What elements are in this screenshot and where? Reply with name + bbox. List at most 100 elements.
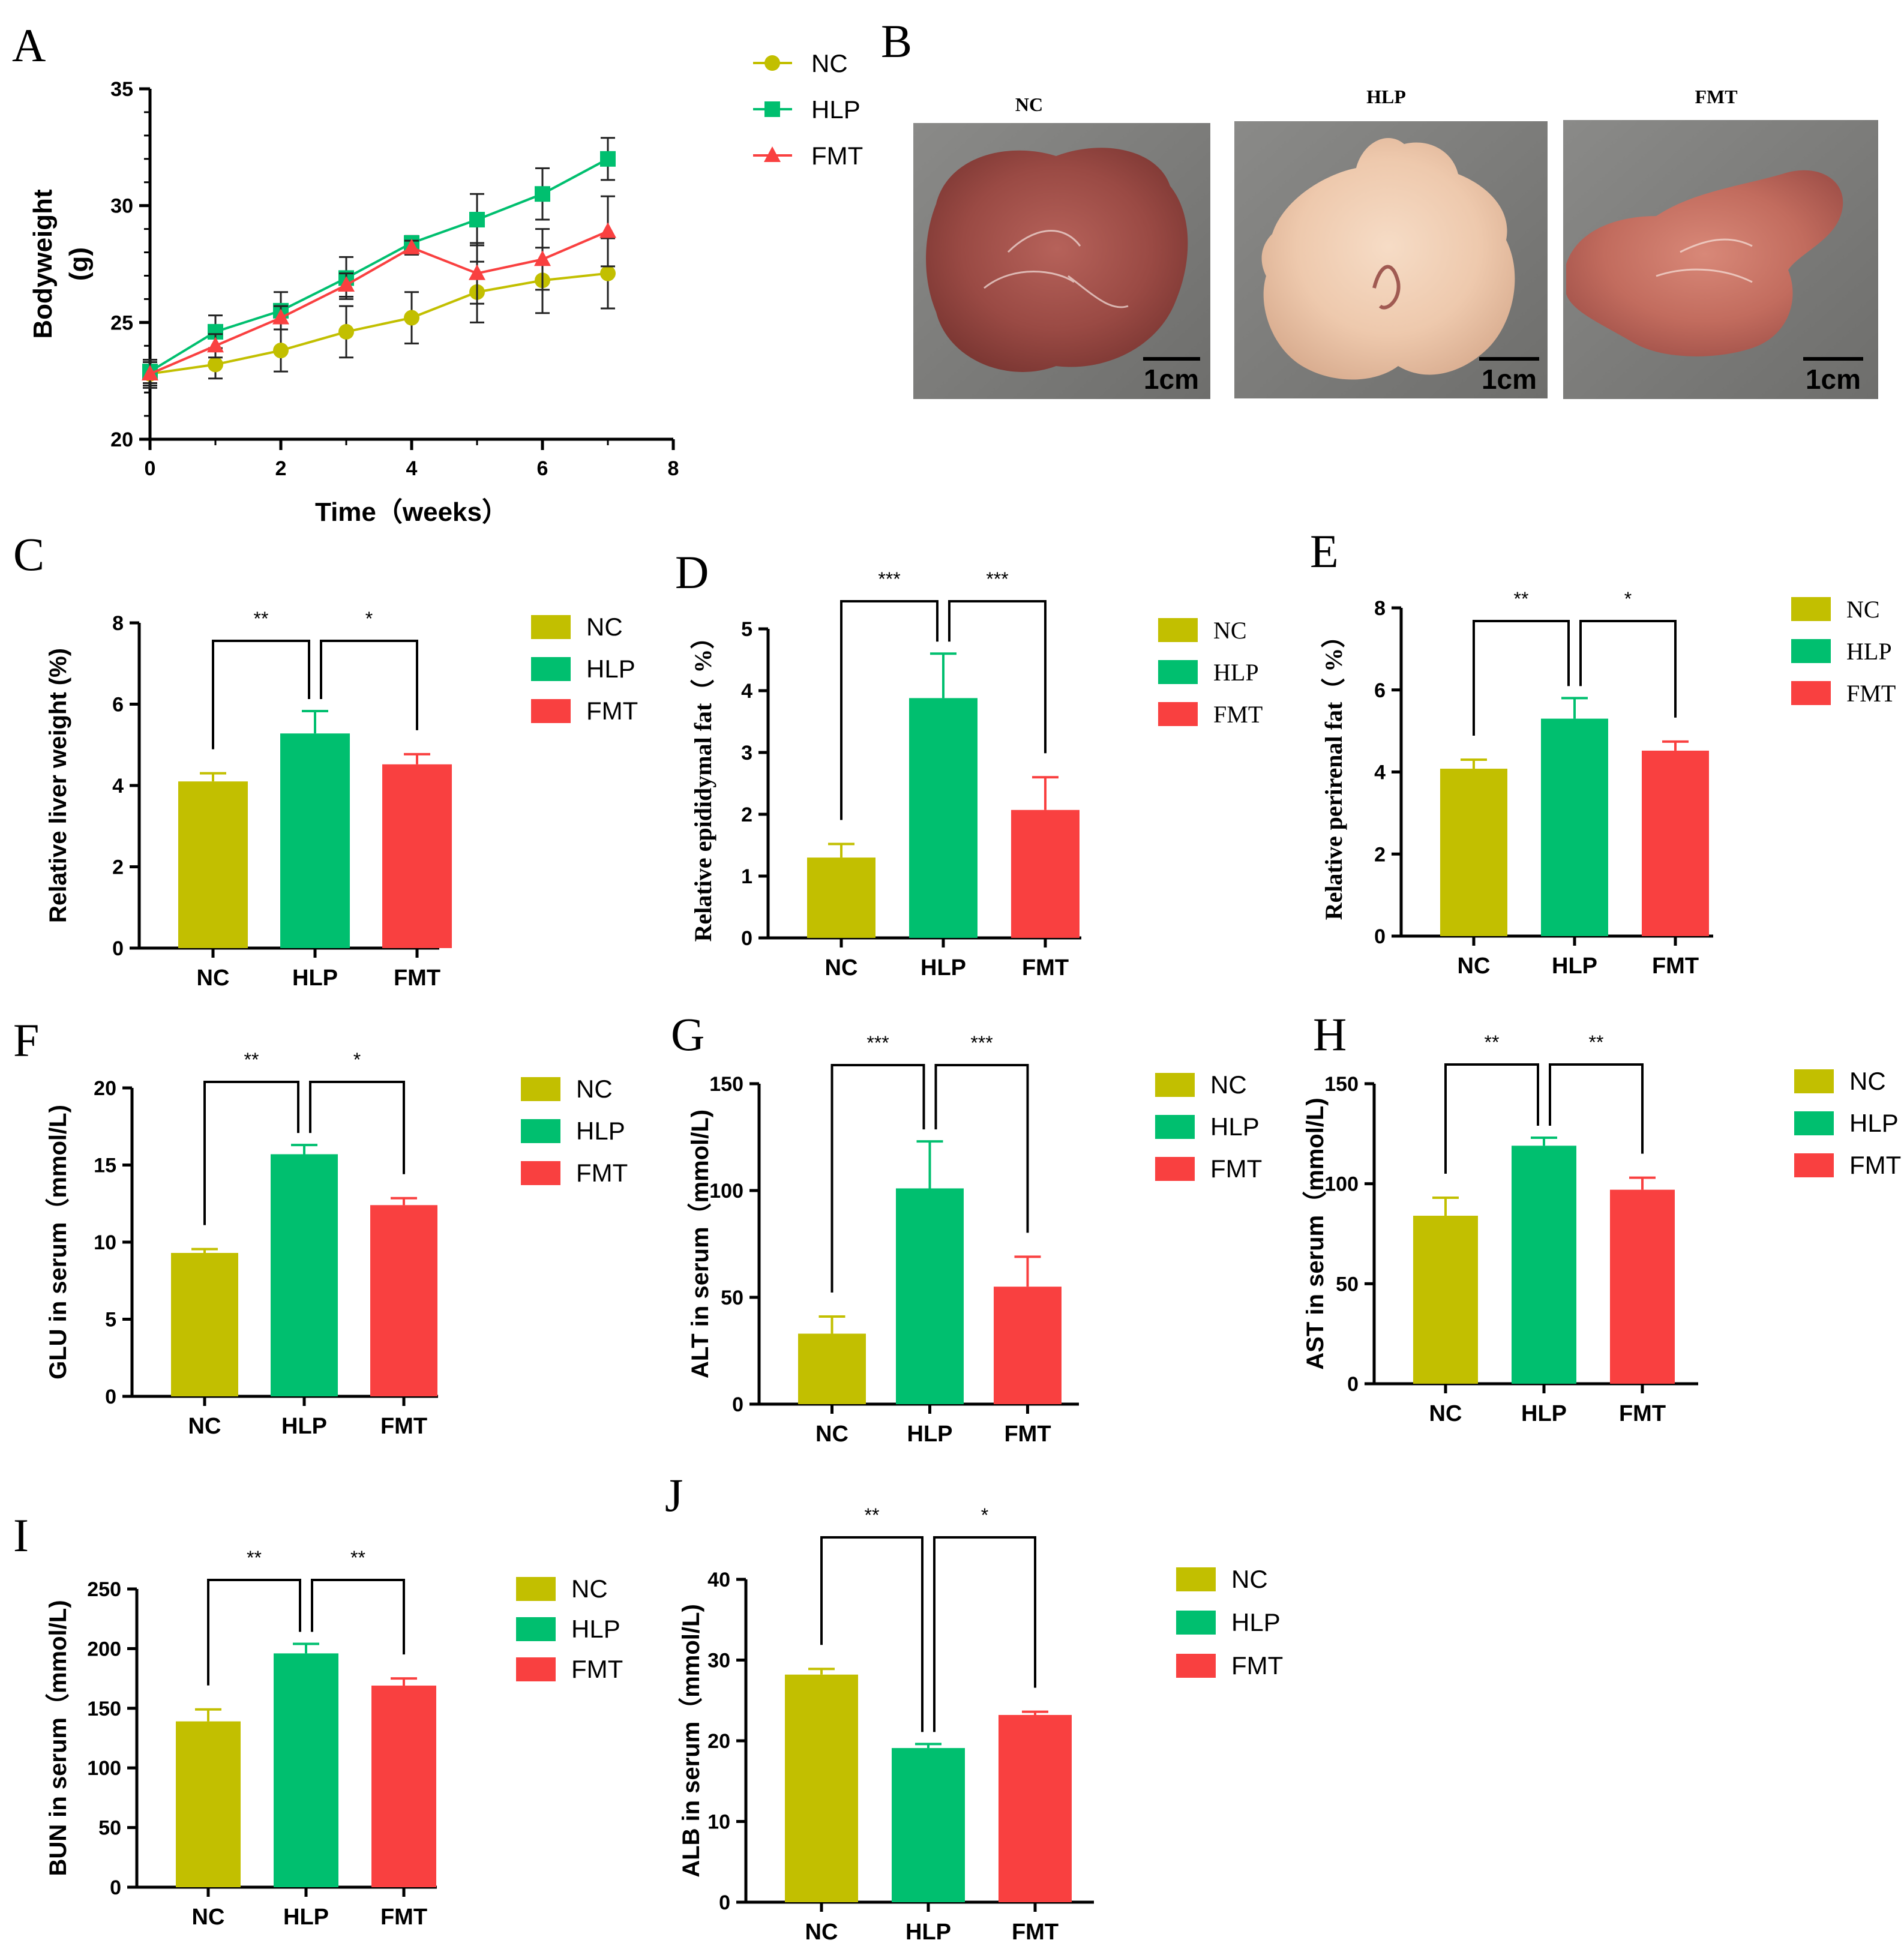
y-tick-label: 3: [741, 742, 752, 764]
legend-g: NC HLP FMT: [1155, 1071, 1262, 1183]
bar-hlp: [909, 698, 978, 938]
legend-swatch: [1794, 1153, 1834, 1177]
bar-hlp: [274, 1653, 338, 1887]
y-tick-label: 150: [709, 1073, 743, 1096]
legend-swatch: [1155, 1073, 1195, 1097]
bracket-line: [934, 1064, 1029, 1233]
x-tick-label: FMT: [394, 965, 440, 991]
x-tick-label: 6: [537, 457, 548, 480]
legend-swatch: [521, 1119, 560, 1143]
bar-nc: [171, 1252, 238, 1396]
legend-swatch: [516, 1617, 556, 1641]
photo-title-nc: NC: [1015, 94, 1043, 115]
bracket-line: [1444, 1063, 1539, 1174]
y-tick-label: 0: [1347, 1373, 1359, 1396]
legend-label: HLP: [811, 95, 860, 124]
legend-label: NC: [1846, 596, 1880, 623]
x-tick-label: 2: [275, 457, 287, 480]
bar-hlp: [892, 1748, 965, 1902]
significance-label: **: [1485, 1032, 1500, 1053]
y-axis-label: Relative perirenal fat（ %）: [1320, 624, 1347, 920]
bracket-line: [933, 1536, 1036, 1732]
bar-nc: [1440, 769, 1507, 936]
x-tick-label: FMT: [380, 1905, 427, 1930]
legend-label: HLP: [1213, 659, 1259, 686]
bracket-line: [830, 1064, 925, 1293]
panel-letter-b: B: [881, 15, 912, 67]
y-tick-label: 0: [741, 927, 752, 950]
y-tick-label: 0: [105, 1386, 116, 1408]
bar-nc: [1413, 1216, 1478, 1384]
bar-hlp: [271, 1154, 338, 1396]
x-tick-label: NC: [197, 965, 230, 991]
y-tick-label: 2: [112, 856, 124, 879]
y-tick-label: 50: [1336, 1273, 1359, 1296]
y-tick-label: 15: [94, 1155, 116, 1177]
y-tick-label: 30: [110, 195, 133, 218]
y-axis-label: BUN in serum（mmol/L): [45, 1600, 71, 1876]
significance-label: *: [353, 1049, 361, 1071]
data-point: [273, 343, 289, 359]
panel-b: B NC 1cm HLP 1cm FMT 1cm: [881, 15, 1878, 399]
bar-fmt: [999, 1714, 1072, 1902]
y-tick-label: 200: [87, 1638, 121, 1660]
y-tick-label: 5: [105, 1309, 116, 1332]
legend-marker: [764, 55, 780, 71]
significance-bracket: *: [320, 608, 418, 730]
bracket-line: [212, 640, 310, 749]
x-tick-label: FMT: [1012, 1920, 1059, 1945]
significance-label: **: [350, 1547, 365, 1569]
y-tick-label: 0: [112, 937, 124, 960]
y-tick-label: 0: [732, 1393, 743, 1416]
significance-label: **: [247, 1547, 262, 1569]
panel-letter-c: C: [13, 528, 44, 580]
bracket-line: [311, 1579, 405, 1655]
bar-nc: [798, 1333, 866, 1404]
legend-swatch: [1176, 1654, 1216, 1678]
x-tick-label: NC: [825, 955, 858, 981]
bar-fmt: [1011, 809, 1080, 938]
significance-bracket: *: [309, 1049, 405, 1174]
y-axis-label: Relative epididymal fat（ %）: [689, 625, 716, 942]
panel-letter-i: I: [13, 1509, 29, 1561]
legend-marker: [764, 146, 781, 162]
legend-label: NC: [1231, 1565, 1268, 1593]
panel-g: G 0 50 100 150 ALT in serum（mmol/L) NC HLP FMT **…: [671, 1008, 1262, 1447]
significance-bracket: **: [820, 1504, 923, 1732]
legend-label: NC: [1849, 1067, 1886, 1095]
panel-letter-j: J: [665, 1469, 683, 1521]
x-tick-label: FMT: [1652, 953, 1699, 979]
data-point: [599, 222, 616, 238]
legend-swatch: [516, 1577, 556, 1601]
y-tick-label: 25: [110, 311, 133, 334]
scale-bar-nc: 1cm: [1144, 364, 1199, 395]
significance-bracket: *: [1579, 588, 1677, 718]
significance-label: *: [1624, 588, 1632, 610]
significance-bracket: ***: [948, 568, 1047, 754]
x-tick-label: FMT: [1619, 1401, 1666, 1426]
x-tick-label: FMT: [380, 1414, 427, 1439]
panel-letter-d: D: [675, 546, 709, 598]
x-axis-label: Time（weeks）: [315, 497, 508, 527]
x-tick-label: NC: [188, 1414, 221, 1439]
x-tick-label: NC: [1429, 1401, 1462, 1426]
y-tick-label: 250: [87, 1578, 121, 1601]
panel-letter-f: F: [13, 1014, 39, 1066]
legend-i: NC HLP FMT: [516, 1575, 623, 1683]
legend-e: NC HLP FMT: [1791, 596, 1896, 707]
bar-hlp: [896, 1188, 964, 1404]
legend-label: NC: [586, 613, 623, 641]
bar-fmt: [382, 764, 452, 948]
y-tick-label: 6: [1374, 679, 1386, 702]
significance-label: *: [365, 608, 373, 629]
bar-fmt: [371, 1686, 436, 1887]
data-point: [208, 356, 223, 373]
significance-bracket: **: [212, 608, 310, 749]
legend-swatch: [521, 1077, 560, 1101]
y-axis-label: AST in serum（mmol/L): [1302, 1098, 1329, 1369]
bracket-line: [1579, 620, 1677, 718]
significance-bracket: ***: [840, 568, 938, 820]
legend-label: FMT: [576, 1159, 628, 1187]
